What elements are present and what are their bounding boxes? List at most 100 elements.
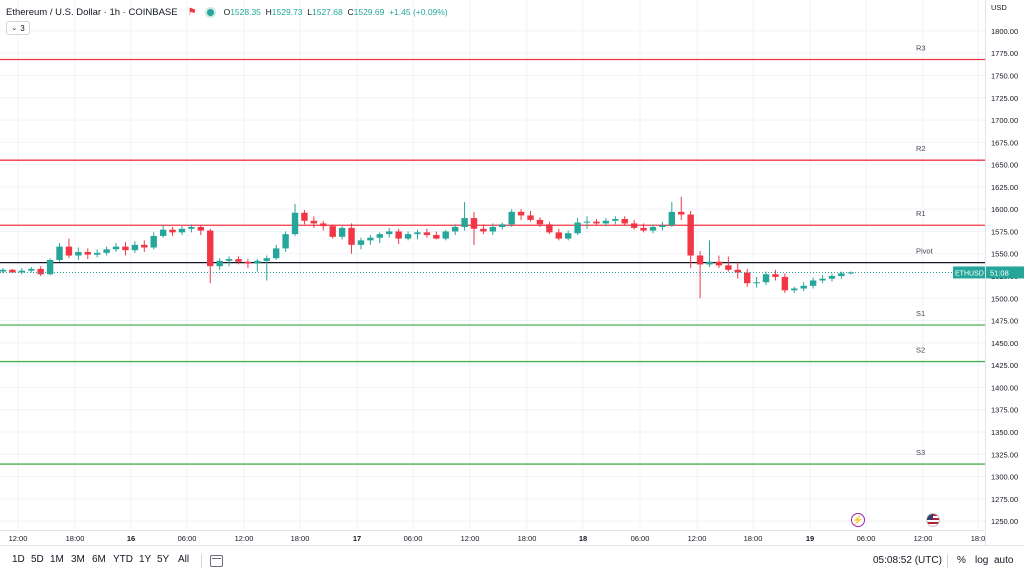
- indicator-count: 3: [20, 23, 25, 33]
- time-tick-label: 06:00: [178, 534, 197, 543]
- time-tick-label: 06:00: [857, 534, 876, 543]
- candle-body: [357, 240, 365, 245]
- symbol-header: Ethereum / U.S. Dollar · 1h · COINBASE ⚑…: [6, 5, 448, 19]
- price-tick-label: 1375.00: [991, 406, 1018, 415]
- timeframe-button-all[interactable]: All: [178, 554, 190, 565]
- candle-body: [320, 223, 327, 227]
- candle-body: [169, 229, 176, 233]
- toolbar-divider: [947, 554, 948, 568]
- price-tick-label: 1400.00: [991, 383, 1018, 392]
- timeframe-button-1y[interactable]: 1Y: [139, 554, 152, 565]
- price-tick-label: 1600.00: [991, 205, 1018, 214]
- time-tick-label: 18:00: [518, 534, 537, 543]
- symbol-tag-label: ETHUSD: [955, 270, 984, 277]
- time-tick-label: 12:00: [461, 534, 480, 543]
- candle-body: [395, 231, 402, 239]
- calendar-icon[interactable]: [210, 555, 223, 567]
- candle-body: [659, 225, 666, 228]
- symbol-title[interactable]: Ethereum / U.S. Dollar · 1h · COINBASE: [6, 6, 178, 18]
- price-tick-label: 1575.00: [991, 227, 1018, 236]
- timeframe-button-6m[interactable]: 6M: [92, 554, 106, 565]
- candle-body: [338, 227, 346, 237]
- price-tick-label: 1650.00: [991, 161, 1018, 170]
- candle-body: [310, 220, 318, 224]
- price-tick-label: 1550.00: [991, 250, 1018, 259]
- candle-body: [791, 288, 798, 291]
- time-tick-label: 12:00: [9, 534, 28, 543]
- time-axis: 12:00 18:00 16 06:00 12:00 18:00 17 06:00 12:00 1…: [0, 530, 986, 543]
- lightning-icon[interactable]: ⚡: [851, 513, 865, 527]
- candle-body: [593, 221, 600, 224]
- countdown-label: 51:08: [990, 268, 1009, 277]
- level-label-r3: R3: [916, 43, 926, 52]
- candle-body: [150, 235, 157, 248]
- bottom-toolbar: 1D 5D 1M 3M 6M YTD 1Y 5Y All 05:08:52 (UTC) % lo…: [0, 545, 1024, 577]
- candle-body: [517, 211, 525, 216]
- chevron-down-icon: ⌄: [11, 25, 18, 32]
- candle-body: [772, 274, 779, 277]
- price-axis: 1250.00 1275.00 1300.00 1325.00 1350.00 1375.…: [0, 0, 1024, 545]
- price-tick-label: 1625.00: [991, 183, 1018, 192]
- candle-body: [103, 249, 110, 253]
- candle-body: [46, 259, 54, 275]
- candle-body: [489, 227, 497, 232]
- timeframe-button-5d[interactable]: 5D: [31, 554, 44, 565]
- candle-body: [75, 251, 82, 256]
- candle-body: [649, 227, 657, 231]
- price-tick-label: 1250.00: [991, 517, 1018, 526]
- time-tick-label: 06:00: [631, 534, 650, 543]
- timeframe-button-5y[interactable]: 5Y: [157, 554, 170, 565]
- time-tick-label: 18:00: [66, 534, 85, 543]
- timeframe-button-1m[interactable]: 1M: [50, 554, 64, 565]
- candle-body: [715, 261, 723, 266]
- toolbar-divider: [201, 554, 202, 568]
- price-tick-label: 1425.00: [991, 361, 1018, 370]
- candle-body: [687, 214, 694, 256]
- flag-icon[interactable]: ⚑: [187, 6, 197, 18]
- timeframe-button-1d[interactable]: 1D: [12, 554, 25, 565]
- candle-body: [122, 246, 129, 251]
- timeframe-button-3m[interactable]: 3M: [71, 554, 85, 565]
- candle-body: [84, 251, 91, 255]
- candle-body: [678, 211, 685, 215]
- candle-body: [470, 218, 478, 229]
- candle-body: [141, 244, 148, 248]
- candle-body: [461, 218, 468, 228]
- timeframe-button-ytd[interactable]: YTD: [113, 554, 133, 565]
- percent-toggle[interactable]: %: [957, 555, 966, 566]
- candle-body: [216, 260, 223, 267]
- candle-body: [329, 226, 336, 237]
- candle-body: [583, 221, 591, 223]
- candle-body: [809, 280, 817, 286]
- time-tick-label: 18:00: [291, 534, 310, 543]
- time-tick-label: 18:0: [971, 534, 986, 543]
- candle-body: [376, 234, 383, 238]
- candle-body: [301, 212, 308, 221]
- utc-clock[interactable]: 05:08:52 (UTC): [873, 555, 942, 566]
- candle-body: [706, 261, 713, 265]
- candle-body: [272, 248, 280, 259]
- price-tick-label: 1675.00: [991, 138, 1018, 147]
- level-label-s3: S3: [916, 448, 925, 457]
- candle-body: [630, 223, 638, 228]
- candle-body: [602, 220, 610, 224]
- candle-body: [574, 222, 581, 234]
- candle-body: [197, 227, 205, 231]
- log-toggle[interactable]: log: [975, 555, 989, 566]
- time-tick-label: 16: [127, 534, 135, 543]
- candle-body: [499, 224, 506, 228]
- candle-body: [734, 269, 741, 273]
- time-tick-label: 19: [806, 534, 814, 543]
- candle-body: [28, 268, 35, 271]
- price-tick-label: 1300.00: [991, 473, 1018, 482]
- candle-body: [131, 244, 139, 251]
- candle-body: [527, 215, 534, 220]
- price-tick-label: 1775.00: [991, 49, 1018, 58]
- candle-body: [725, 265, 732, 270]
- indicators-toggle[interactable]: ⌄ 3: [6, 21, 30, 35]
- time-tick-label: 12:00: [914, 534, 933, 543]
- auto-toggle[interactable]: auto: [994, 555, 1014, 566]
- us-flag-icon[interactable]: [926, 513, 940, 527]
- candle-body: [18, 270, 26, 273]
